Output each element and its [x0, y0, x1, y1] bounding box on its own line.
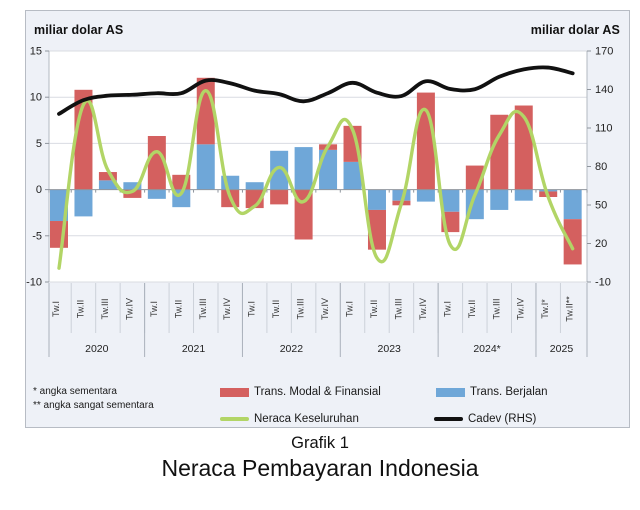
figure-title: Neraca Pembayaran Indonesia	[161, 455, 479, 481]
svg-text:Tw.IV: Tw.IV	[124, 298, 134, 320]
svg-text:-10: -10	[595, 277, 611, 289]
legend-item-cadev: Cadev (RHS)	[434, 413, 536, 425]
legend-label-modal-finansial: Trans. Modal & Finansial	[254, 386, 381, 398]
svg-text:Tw.II: Tw.II	[467, 300, 477, 319]
svg-text:Tw.I: Tw.I	[51, 301, 61, 317]
svg-text:10: 10	[30, 92, 42, 104]
legend-swatch-berjalan	[436, 387, 465, 397]
legend-swatch-keseluruhan	[220, 417, 249, 421]
legend-swatch-modal-finansial	[220, 387, 249, 397]
svg-text:Tw.IV: Tw.IV	[418, 298, 428, 320]
svg-text:Tw.I*: Tw.I*	[540, 299, 550, 319]
svg-text:Tw.II: Tw.II	[369, 300, 379, 319]
svg-text:140: 140	[595, 84, 613, 96]
svg-text:Tw.II: Tw.II	[173, 300, 183, 319]
svg-text:Tw.III: Tw.III	[491, 298, 501, 319]
legend-label-keseluruhan: Neraca Keseluruhan	[254, 413, 359, 425]
svg-text:50: 50	[595, 200, 607, 212]
svg-text:80: 80	[595, 161, 607, 173]
right-axis-title: miliar dolar AS	[530, 23, 620, 37]
legend-label-berjalan: Trans. Berjalan	[470, 386, 548, 398]
footnote-sementara: * angka sementara	[33, 386, 117, 397]
svg-text:Tw.II: Tw.II	[271, 300, 281, 319]
left-axis-title: miliar dolar AS	[34, 23, 124, 37]
svg-text:Tw.IV: Tw.IV	[516, 298, 526, 320]
svg-text:-5: -5	[32, 230, 42, 242]
footnote-sangat-sementara: ** angka sangat sementara	[33, 399, 154, 411]
svg-text:2022: 2022	[280, 343, 304, 355]
svg-text:Tw.III: Tw.III	[296, 298, 306, 319]
svg-text:Tw.I: Tw.I	[149, 301, 159, 317]
legend-swatch-cadev	[434, 417, 463, 421]
svg-text:Tw.I: Tw.I	[247, 301, 257, 317]
legend-label-cadev: Cadev (RHS)	[468, 413, 537, 425]
svg-text:-10: -10	[26, 277, 42, 289]
figure-number: Grafik 1	[291, 434, 349, 452]
legend-item-modal-finansial: Trans. Modal & Finansial	[220, 386, 381, 398]
svg-text:Tw.II: Tw.II	[75, 300, 85, 319]
svg-text:2020: 2020	[85, 343, 109, 355]
svg-text:20: 20	[595, 238, 607, 250]
svg-text:2024*: 2024*	[473, 343, 500, 355]
svg-text:2025: 2025	[550, 343, 574, 355]
svg-text:110: 110	[595, 123, 613, 135]
svg-text:2023: 2023	[378, 343, 402, 355]
svg-text:Tw.III: Tw.III	[100, 298, 110, 319]
chart-figure: miliar dolar AS miliar dolar AS 15 10 5 0 -5…	[25, 10, 630, 428]
svg-text:5: 5	[36, 138, 42, 150]
svg-text:Tw.III: Tw.III	[198, 298, 208, 319]
svg-text:Tw.III: Tw.III	[393, 298, 403, 319]
svg-text:Tw.II**: Tw.II**	[565, 296, 575, 322]
legend-item-keseluruhan: Neraca Keseluruhan	[220, 413, 359, 425]
legend-item-berjalan: Trans. Berjalan	[436, 386, 548, 398]
svg-text:2021: 2021	[182, 343, 206, 355]
svg-text:Tw.I: Tw.I	[442, 301, 452, 317]
svg-text:Tw.IV: Tw.IV	[320, 298, 330, 320]
svg-text:15: 15	[30, 46, 42, 58]
svg-text:Tw.IV: Tw.IV	[222, 298, 232, 320]
svg-text:Tw.I: Tw.I	[345, 301, 355, 317]
svg-text:0: 0	[36, 184, 42, 196]
footnotes: * angka sementara ** angka sangat sement…	[33, 385, 154, 412]
svg-text:170: 170	[595, 46, 613, 58]
